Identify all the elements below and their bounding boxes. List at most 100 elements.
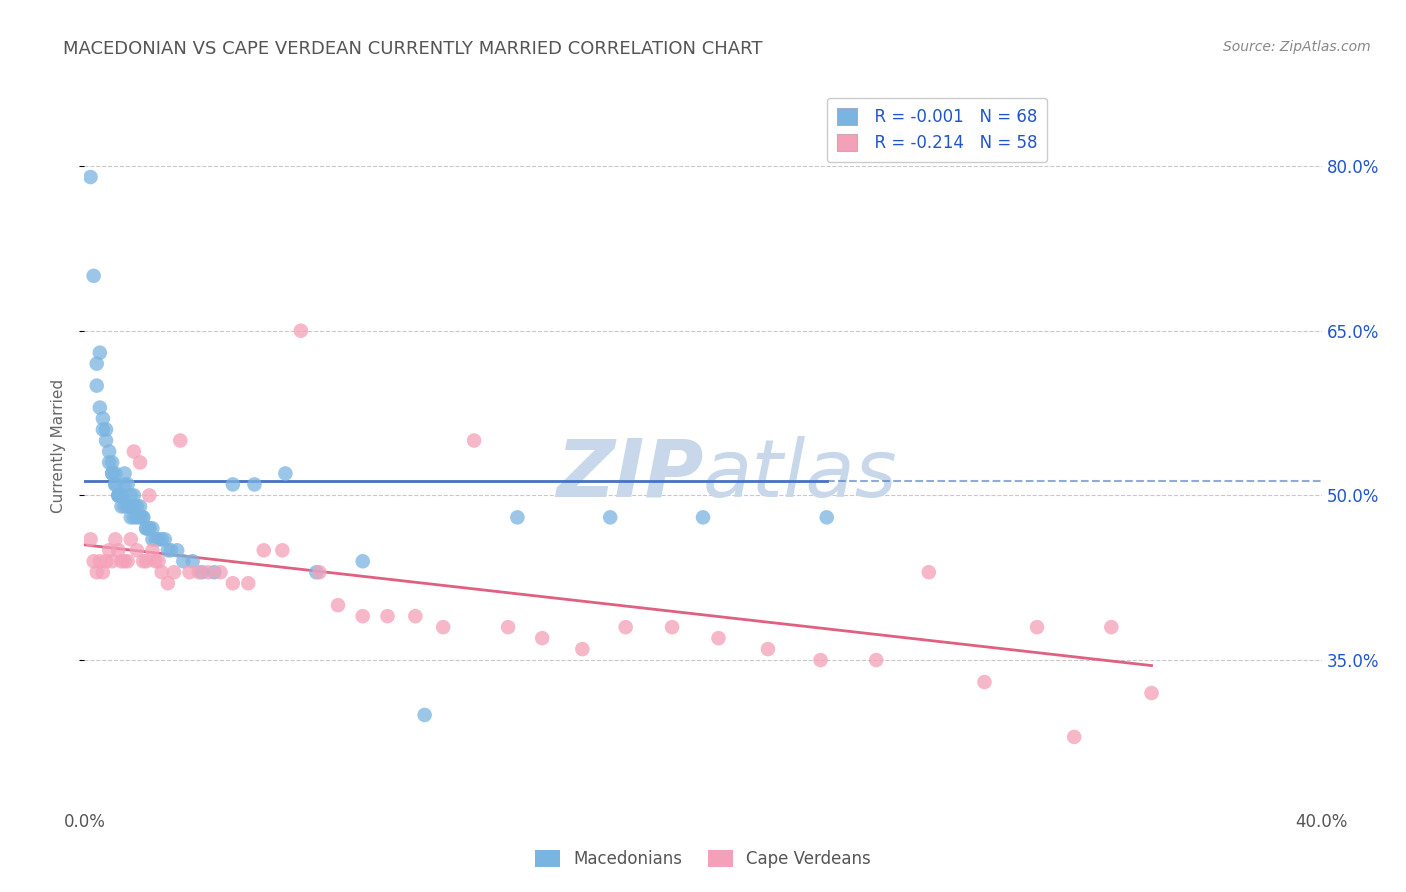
Point (352, 554, 374, 568)
Point (101, 467, 124, 481)
Point (274, 467, 297, 481)
Point (98, 444, 121, 458)
Point (129, 455, 152, 469)
Point (150, 533, 173, 547)
Point (432, 620, 454, 634)
Point (614, 620, 637, 634)
Point (104, 467, 127, 481)
Point (377, 609, 399, 624)
Point (120, 533, 142, 547)
Point (187, 566, 209, 580)
Point (117, 500, 139, 514)
Point (138, 521, 160, 535)
Point (89, 401, 111, 415)
Point (141, 543, 163, 558)
Point (918, 566, 941, 580)
Point (810, 653, 832, 667)
Point (114, 500, 136, 514)
Text: ZIP: ZIP (555, 435, 703, 514)
Text: MACEDONIAN VS CAPE VERDEAN CURRENTLY MARRIED CORRELATION CHART: MACEDONIAN VS CAPE VERDEAN CURRENTLY MAR… (63, 40, 763, 58)
Point (101, 554, 124, 568)
Point (122, 510, 145, 524)
Point (104, 477, 127, 491)
Point (243, 477, 266, 491)
Point (305, 566, 328, 580)
Point (132, 510, 155, 524)
Point (110, 488, 132, 502)
Point (120, 510, 142, 524)
Point (98, 455, 121, 469)
Point (815, 510, 838, 524)
Point (125, 543, 148, 558)
Point (163, 566, 186, 580)
Point (169, 434, 191, 448)
Point (120, 488, 142, 502)
Point (238, 576, 260, 591)
Point (692, 510, 714, 524)
Point (326, 598, 349, 612)
Point (98, 543, 121, 558)
Point (661, 620, 683, 634)
Point (89, 554, 111, 568)
Point (107, 488, 129, 502)
Point (506, 510, 529, 524)
Point (352, 609, 374, 624)
Point (153, 533, 176, 547)
Point (86, 357, 108, 371)
Point (135, 521, 157, 535)
Point (148, 533, 170, 547)
Point (110, 500, 132, 514)
Y-axis label: Currently Married: Currently Married (51, 379, 66, 513)
Point (308, 566, 330, 580)
Point (117, 477, 139, 491)
Point (145, 533, 167, 547)
Point (756, 642, 779, 657)
Point (79, 169, 101, 184)
Point (599, 510, 621, 524)
Point (122, 488, 145, 502)
Point (413, 708, 436, 723)
Point (148, 554, 170, 568)
Point (132, 554, 155, 568)
Point (101, 467, 124, 481)
Point (531, 631, 554, 645)
Point (89, 345, 111, 359)
Point (253, 543, 276, 558)
Point (222, 576, 245, 591)
Point (114, 477, 136, 491)
Point (191, 566, 214, 580)
Point (94, 554, 117, 568)
Point (107, 488, 129, 502)
Point (117, 554, 139, 568)
Point (125, 510, 148, 524)
Text: atlas: atlas (703, 435, 898, 514)
Point (138, 488, 160, 502)
Point (222, 477, 245, 491)
Point (150, 566, 173, 580)
Point (86, 378, 108, 392)
Point (110, 488, 132, 502)
Point (114, 554, 136, 568)
Point (166, 543, 188, 558)
Point (496, 620, 519, 634)
Point (202, 566, 225, 580)
Point (138, 521, 160, 535)
Point (91, 411, 114, 425)
Point (463, 434, 485, 448)
Point (172, 554, 194, 568)
Point (707, 631, 730, 645)
Point (86, 566, 108, 580)
Point (865, 653, 887, 667)
Point (114, 467, 136, 481)
Point (271, 543, 294, 558)
Point (125, 500, 148, 514)
Point (107, 543, 129, 558)
Point (132, 510, 155, 524)
Point (141, 521, 163, 535)
Point (1140, 686, 1163, 700)
Point (197, 566, 219, 580)
Point (179, 566, 201, 580)
Point (129, 500, 152, 514)
Point (1026, 620, 1049, 634)
Point (181, 554, 204, 568)
